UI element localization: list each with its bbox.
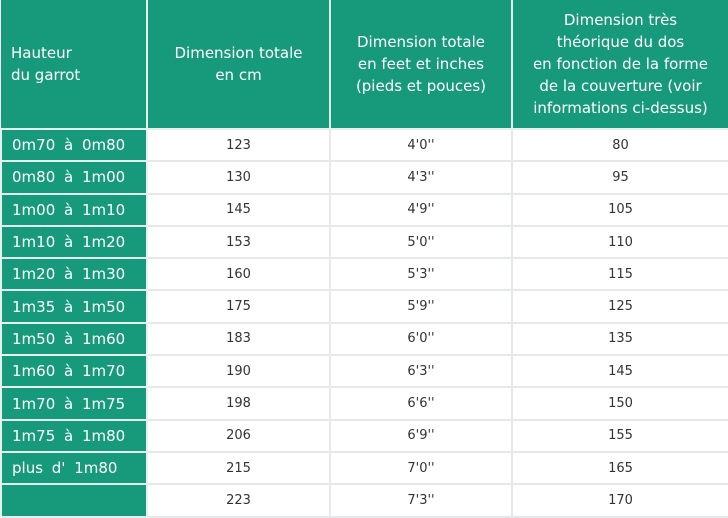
total-feet-cell: 6'0'' <box>329 321 513 357</box>
total-cm-cell: 175 <box>146 289 331 324</box>
back-dimension-cell: 110 <box>511 224 728 260</box>
table-row: 1m70 à 1m75 198 6'6'' 150 <box>0 386 728 421</box>
total-cm-cell: 130 <box>146 160 331 195</box>
withers-height-cell: 1m20 à 1m30 <box>0 257 148 292</box>
header-total-cm: Dimension totale en cm <box>147 0 331 130</box>
total-cm-cell: 190 <box>146 354 331 389</box>
total-feet-cell: 6'3'' <box>329 354 513 389</box>
withers-height-cell: 1m75 à 1m80 <box>0 418 148 453</box>
total-feet-cell: 6'9'' <box>329 418 513 453</box>
total-feet-cell: 7'3'' <box>329 483 513 518</box>
table-row: 1m50 à 1m60 183 6'0'' 135 <box>0 321 728 357</box>
table-row: 0m70 à 0m80 123 4'0'' 80 <box>0 127 728 163</box>
back-dimension-cell: 155 <box>511 418 728 453</box>
withers-height-cell: 1m70 à 1m75 <box>0 386 148 421</box>
withers-height-cell: 1m35 à 1m50 <box>0 289 148 324</box>
table-row: 1m00 à 1m10 145 4'9'' 105 <box>0 192 728 227</box>
back-dimension-cell: 125 <box>511 289 728 324</box>
total-feet-cell: 4'9'' <box>329 192 513 227</box>
total-cm-cell: 153 <box>146 224 331 260</box>
total-feet-cell: 5'3'' <box>329 257 513 292</box>
table-row: 1m75 à 1m80 206 6'9'' 155 <box>0 418 728 453</box>
withers-height-cell: 1m10 à 1m20 <box>0 224 148 260</box>
total-cm-cell: 215 <box>146 450 331 486</box>
table-row: 1m60 à 1m70 190 6'3'' 145 <box>0 354 728 389</box>
back-dimension-cell: 165 <box>511 450 728 486</box>
total-cm-cell: 223 <box>146 483 331 518</box>
total-feet-cell: 6'6'' <box>329 386 513 421</box>
table-row: 0m80 à 1m00 130 4'3'' 95 <box>0 160 728 195</box>
back-dimension-cell: 105 <box>511 192 728 227</box>
header-row: Hauteur du garrot Dimension totale en cm… <box>1 0 728 130</box>
withers-height-cell: plus d' 1m80 <box>0 450 148 486</box>
table-row: 1m20 à 1m30 160 5'3'' 115 <box>0 257 728 292</box>
back-dimension-cell: 115 <box>511 257 728 292</box>
table-row: 1m10 à 1m20 153 5'0'' 110 <box>0 224 728 260</box>
header-back-dimension: Dimension très théorique du dos en fonct… <box>512 0 728 130</box>
withers-height-cell: 1m60 à 1m70 <box>0 354 148 389</box>
back-dimension-cell: 145 <box>511 354 728 389</box>
total-cm-cell: 206 <box>146 418 331 453</box>
withers-height-cell <box>0 483 148 518</box>
total-feet-cell: 5'0'' <box>329 224 513 260</box>
total-feet-cell: 5'9'' <box>329 289 513 324</box>
back-dimension-cell: 135 <box>511 321 728 357</box>
back-dimension-cell: 170 <box>511 483 728 518</box>
total-feet-cell: 4'0'' <box>329 127 513 163</box>
withers-height-cell: 1m00 à 1m10 <box>0 192 148 227</box>
withers-height-cell: 0m80 à 1m00 <box>0 160 148 195</box>
withers-height-cell: 1m50 à 1m60 <box>0 321 148 357</box>
total-feet-cell: 7'0'' <box>329 450 513 486</box>
total-cm-cell: 123 <box>146 127 331 163</box>
header-total-feet: Dimension totale en feet et inches (pied… <box>330 0 513 130</box>
total-cm-cell: 160 <box>146 257 331 292</box>
table-row: plus d' 1m80 215 7'0'' 165 <box>0 450 728 486</box>
total-feet-cell: 4'3'' <box>329 160 513 195</box>
total-cm-cell: 145 <box>146 192 331 227</box>
back-dimension-cell: 95 <box>511 160 728 195</box>
header-withers-height: Hauteur du garrot <box>1 0 148 130</box>
back-dimension-cell: 150 <box>511 386 728 421</box>
back-dimension-cell: 80 <box>511 127 728 163</box>
table-row: 223 7'3'' 170 <box>0 483 728 518</box>
total-cm-cell: 183 <box>146 321 331 357</box>
table-row: 1m35 à 1m50 175 5'9'' 125 <box>0 289 728 324</box>
withers-height-cell: 0m70 à 0m80 <box>0 127 148 163</box>
total-cm-cell: 198 <box>146 386 331 421</box>
